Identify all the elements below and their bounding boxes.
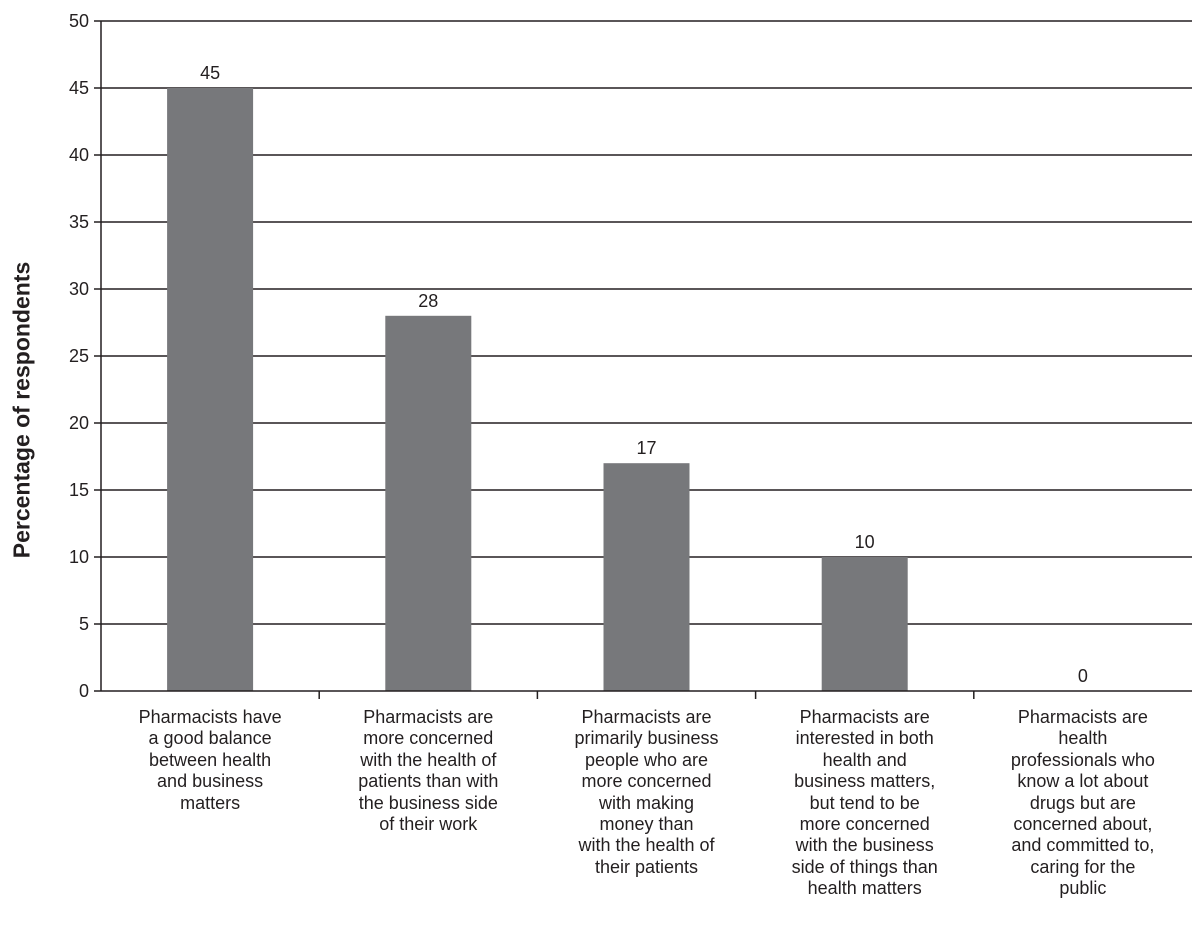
gridlines xyxy=(101,20,1192,625)
y-tick-label: 15 xyxy=(69,480,89,500)
category-label: Pharmacists have a good balance between … xyxy=(138,707,282,813)
bar xyxy=(603,463,690,691)
y-tick-label: 40 xyxy=(69,145,89,165)
data-labels: 45 28 17 10 0 xyxy=(200,63,1088,686)
y-tick-label: 10 xyxy=(69,547,89,567)
y-tick-label: 0 xyxy=(79,681,89,701)
bars xyxy=(167,88,908,691)
y-tick-label: 35 xyxy=(69,212,89,232)
bar xyxy=(385,315,472,691)
bar xyxy=(821,557,908,691)
y-tick-label: 50 xyxy=(69,11,89,31)
axes xyxy=(94,20,1192,699)
data-label: 17 xyxy=(636,438,656,458)
y-axis-label: Percentage of respondents xyxy=(8,261,35,559)
data-label: 28 xyxy=(418,291,438,311)
category-label: Pharmacists are health professionals who… xyxy=(1010,707,1155,899)
data-label: 10 xyxy=(855,532,875,552)
y-tick-labels: 0 5 10 15 20 25 30 35 40 45 50 xyxy=(69,11,89,701)
data-label: 45 xyxy=(200,63,220,83)
category-label: Pharmacists are more concerned with the … xyxy=(358,707,499,835)
y-tick-label: 5 xyxy=(79,614,89,634)
bar xyxy=(167,88,254,691)
category-label: Pharmacists are interested in both healt… xyxy=(791,707,938,899)
y-tick-label: 25 xyxy=(69,346,89,366)
data-label: 0 xyxy=(1078,666,1088,686)
y-tick-label: 30 xyxy=(69,279,89,299)
y-tick-label: 20 xyxy=(69,413,89,433)
category-label: Pharmacists are primarily business peopl… xyxy=(574,707,719,877)
y-tick-label: 45 xyxy=(69,78,89,98)
